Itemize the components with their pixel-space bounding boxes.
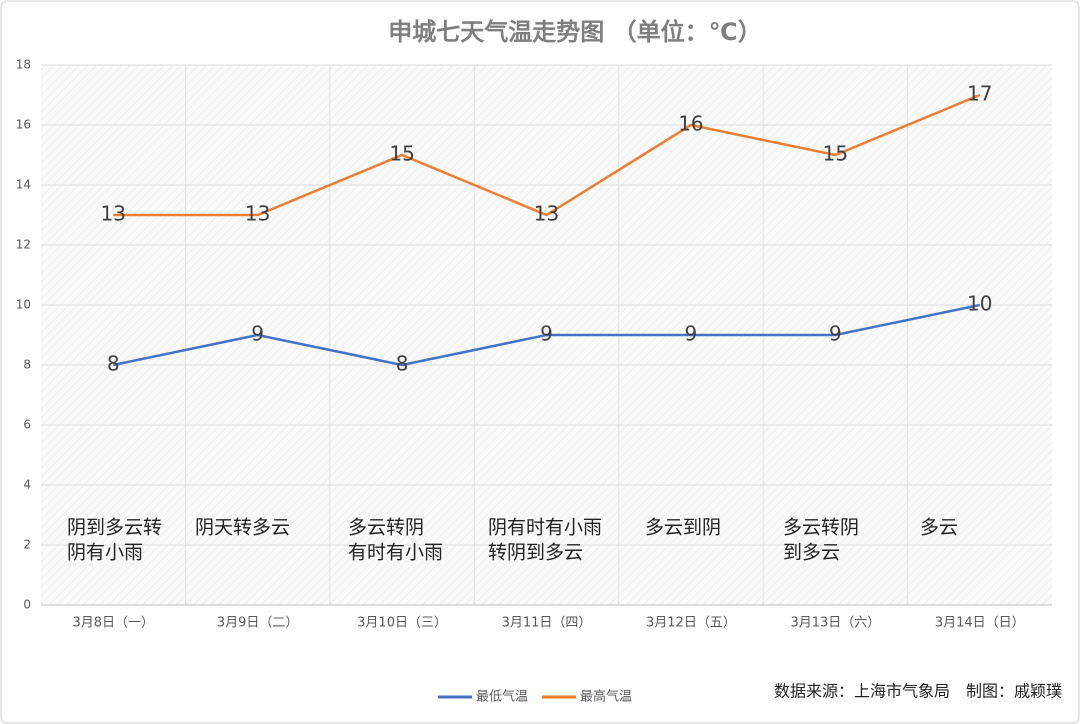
data-label: 8	[107, 352, 120, 376]
y-tick-label: 10	[16, 298, 31, 312]
weather-note: 转阴到多云	[488, 542, 583, 564]
data-label: 9	[685, 322, 698, 346]
weather-note: 阴到多云转	[67, 517, 162, 539]
data-label: 15	[389, 142, 414, 166]
y-tick-label: 14	[16, 178, 31, 192]
weather-note: 多云到阴	[645, 517, 721, 539]
y-tick-label: 2	[23, 538, 31, 552]
x-tick-label: 3月12日（五）	[646, 616, 736, 631]
series-line	[112, 303, 981, 367]
weather-note: 阴有小雨	[67, 542, 143, 564]
data-label: 9	[251, 322, 264, 346]
data-label: 10	[967, 292, 992, 316]
data-label: 13	[245, 202, 270, 226]
weather-note: 多云	[920, 517, 958, 539]
y-tick-label: 0	[23, 598, 31, 612]
x-tick-label: 3月13日（六）	[790, 616, 880, 631]
data-label: 9	[540, 322, 553, 346]
y-tick-label: 16	[16, 118, 31, 132]
y-tick-label: 4	[23, 478, 31, 492]
chart-title: 申城七天气温走势图 （单位：℃）	[388, 18, 761, 46]
data-label: 13	[100, 202, 125, 226]
data-label: 15	[823, 142, 848, 166]
x-tick-label: 3月14日（日）	[935, 616, 1025, 631]
x-tick-label: 3月10日（三）	[357, 616, 447, 631]
source: 数据来源：上海市气象局 制图：戚颖璞	[774, 682, 1062, 701]
weather-note: 阴天转多云	[195, 517, 290, 539]
data-label: 17	[967, 82, 992, 106]
y-tick-label: 18	[16, 58, 31, 72]
legend-label: 最高气温	[580, 689, 632, 705]
y-tick-label: 6	[23, 418, 31, 432]
data-label: 16	[678, 112, 703, 136]
weather-note: 多云转阴	[783, 517, 859, 539]
y-tick-label: 12	[16, 238, 31, 252]
data-label: 9	[829, 322, 842, 346]
series-line	[113, 93, 981, 217]
legend-label: 最低气温	[476, 689, 528, 705]
x-tick-label: 3月11日（四）	[502, 616, 592, 631]
x-tick-label: 3月8日（一）	[72, 616, 154, 631]
weather-note: 阴有时有小雨	[488, 517, 602, 539]
weather-note: 多云转阴	[348, 517, 424, 539]
weather-note: 有时有小雨	[348, 542, 443, 564]
weather-note: 到多云	[783, 542, 840, 564]
x-tick-label: 3月9日（二）	[217, 616, 299, 631]
y-tick-label: 8	[23, 358, 31, 372]
data-label: 13	[534, 202, 559, 226]
data-label: 8	[396, 352, 409, 376]
